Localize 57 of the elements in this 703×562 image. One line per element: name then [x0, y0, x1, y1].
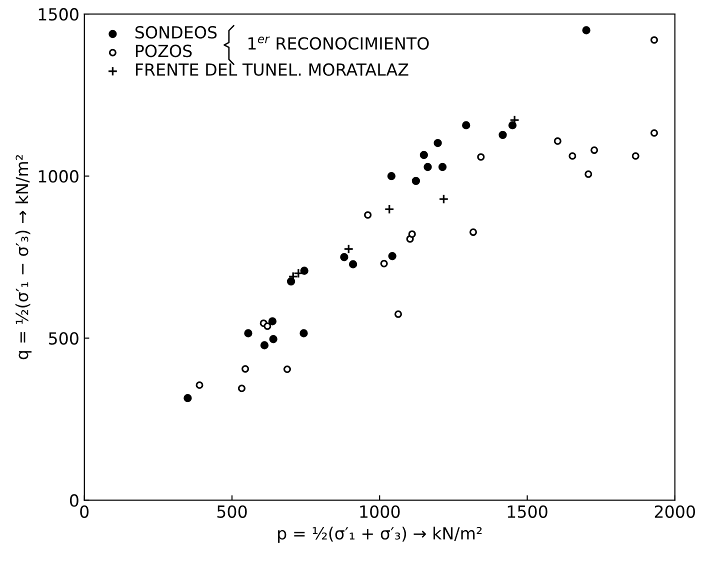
point	[300, 266, 308, 275]
point	[241, 365, 250, 373]
legend-label: FRENTE DEL TUNEL. MORATALAZ	[136, 63, 408, 76]
x-axis-title: p = ½(σ′₁ + σ′₃) → kN/m²	[278, 526, 482, 543]
point	[260, 341, 269, 350]
point	[424, 162, 432, 172]
point	[462, 121, 470, 130]
point	[632, 152, 640, 160]
x-tick-label: 1000	[360, 505, 400, 518]
point	[584, 170, 592, 178]
legend-label: POZOS	[136, 44, 192, 58]
point	[348, 260, 358, 268]
point	[412, 176, 420, 186]
point	[387, 172, 396, 180]
x-tick-label: 1500	[508, 505, 548, 518]
point	[184, 394, 192, 402]
y-tick-label: 1000	[38, 170, 78, 183]
y-tick-label: 500	[48, 332, 78, 345]
point	[300, 329, 308, 338]
point	[344, 244, 354, 254]
point	[408, 230, 416, 238]
point	[244, 329, 252, 338]
x-tick-label: 500	[217, 505, 247, 518]
y-axis-title: q = ½(σ′₁ − σ′₃) → kN/m²	[15, 155, 32, 360]
point	[340, 253, 348, 262]
point	[568, 152, 576, 160]
point	[498, 130, 507, 140]
point	[508, 121, 517, 130]
point	[434, 138, 442, 148]
x-tick-label: 0	[80, 505, 89, 518]
y-tick-label: 0	[70, 494, 78, 507]
point	[388, 252, 396, 260]
point	[283, 365, 291, 374]
point	[394, 310, 402, 318]
annotation: 1$^{er}$ RECONOCIMIENTO	[248, 36, 429, 50]
point	[420, 150, 428, 160]
point	[582, 26, 590, 34]
y-tick-label: 1500	[38, 8, 78, 21]
point	[268, 317, 277, 326]
point	[380, 260, 388, 268]
point	[286, 277, 296, 286]
x-tick-label: 2000	[654, 505, 695, 518]
point	[364, 211, 372, 219]
point	[477, 153, 485, 161]
legend-label: SONDEOS	[135, 26, 217, 39]
point	[554, 137, 562, 145]
point	[650, 36, 658, 44]
point	[238, 384, 246, 392]
point	[196, 381, 204, 389]
point	[469, 228, 477, 236]
point	[590, 146, 598, 154]
point	[264, 322, 272, 330]
point	[438, 194, 449, 204]
point	[438, 162, 447, 172]
point	[384, 204, 394, 214]
point	[269, 335, 278, 344]
point	[650, 129, 658, 137]
